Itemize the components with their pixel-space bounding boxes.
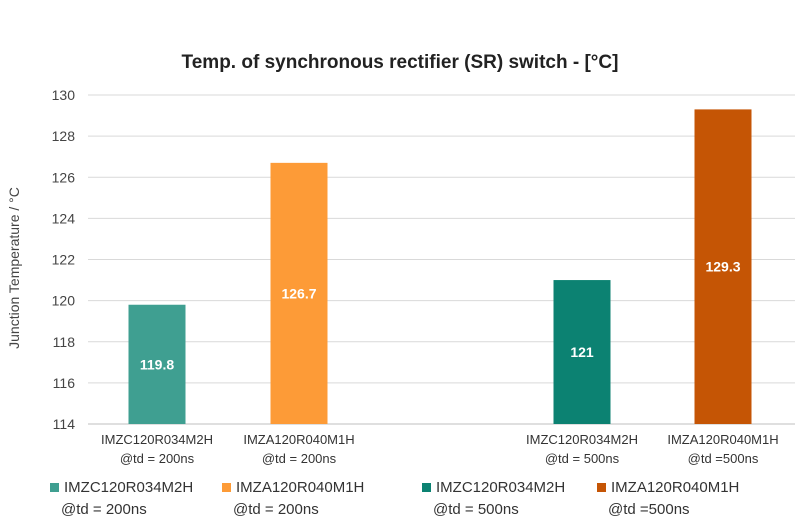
y-tick-label: 116 xyxy=(53,375,76,391)
legend-swatch xyxy=(50,483,59,492)
gridlines xyxy=(88,94,795,425)
legend-label: IMZC120R034M2H xyxy=(436,479,565,496)
bar xyxy=(553,280,611,424)
legend: IMZC120R034M2H @td = 200ns IMZA120R040M1H @… xyxy=(50,479,739,518)
data-label: 121 xyxy=(570,344,594,360)
legend-label: IMZA120R040M1H xyxy=(611,479,739,496)
legend-sublabel: @td =500ns xyxy=(608,501,690,518)
y-tick-label: 114 xyxy=(53,416,76,432)
category-label: IMZC120R034M2H xyxy=(101,432,213,447)
legend-sublabel: @td = 200ns xyxy=(233,501,319,518)
category-label: IMZA120R040M1H xyxy=(243,432,354,447)
bar xyxy=(270,162,328,424)
y-tick-label: 122 xyxy=(52,252,76,268)
category-sublabel: @td = 200ns xyxy=(120,451,195,466)
y-axis-ticks: 114 116 118 120 122 124 126 128 130 xyxy=(52,87,76,432)
y-axis-label: Junction Temperature / °C xyxy=(6,187,22,349)
y-tick-label: 130 xyxy=(52,87,76,103)
bars xyxy=(128,109,752,425)
data-label: 126.7 xyxy=(281,285,316,301)
data-label: 129.3 xyxy=(705,259,740,275)
y-tick-label: 120 xyxy=(52,293,76,309)
legend-sublabel: @td = 200ns xyxy=(61,501,147,518)
chart-title: Temp. of synchronous rectifier (SR) swit… xyxy=(182,52,619,73)
legend-swatch xyxy=(422,483,431,492)
bar xyxy=(694,109,752,425)
category-sublabel: @td = 200ns xyxy=(262,451,337,466)
y-tick-label: 124 xyxy=(52,210,76,226)
legend-swatch xyxy=(222,483,231,492)
legend-swatch xyxy=(597,483,606,492)
y-tick-label: 126 xyxy=(52,169,76,185)
y-tick-label: 128 xyxy=(52,128,76,144)
bar xyxy=(128,304,186,424)
x-axis-categories: IMZC120R034M2H @td = 200ns IMZA120R040M1H @… xyxy=(101,432,779,466)
legend-sublabel: @td = 500ns xyxy=(433,501,519,518)
category-sublabel: @td = 500ns xyxy=(545,451,620,466)
data-labels: 119.8 126.7 121 129.3 xyxy=(140,259,741,373)
legend-label: IMZC120R034M2H xyxy=(64,479,193,496)
category-label: IMZA120R040M1H xyxy=(667,432,778,447)
data-label: 119.8 xyxy=(140,356,174,372)
y-tick-label: 118 xyxy=(53,334,76,350)
category-label: IMZC120R034M2H xyxy=(526,432,638,447)
category-sublabel: @td =500ns xyxy=(688,451,759,466)
legend-label: IMZA120R040M1H xyxy=(236,479,364,496)
